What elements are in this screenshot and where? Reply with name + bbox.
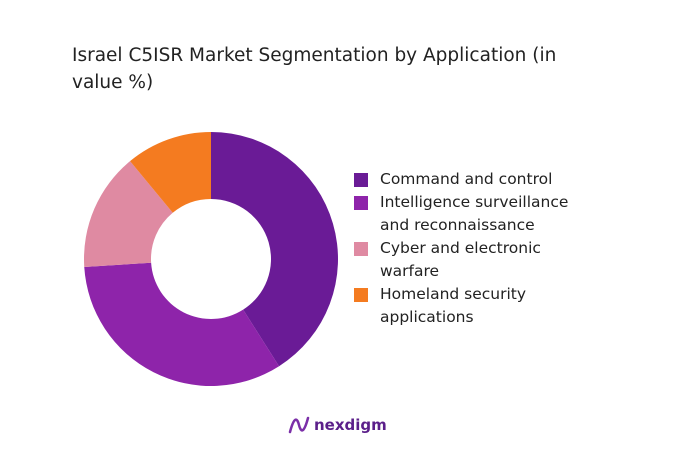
donut-segment <box>211 132 338 367</box>
legend-swatch <box>354 196 368 210</box>
chart-title: Israel C5ISR Market Segmentation by Appl… <box>72 45 557 93</box>
legend-item: Cyber and electronic warfare <box>352 237 602 283</box>
legend-label: Cyber and electronic warfare <box>380 239 541 280</box>
donut-segment <box>130 132 211 213</box>
legend-label: Intelligence surveillance and reconnaiss… <box>380 193 569 234</box>
legend-label: Command and control <box>380 170 553 188</box>
legend-swatch <box>354 173 368 187</box>
legend-label: Homeland security applications <box>380 285 527 326</box>
logo-text: nexdigm <box>314 416 387 434</box>
donut-segment <box>84 262 280 386</box>
legend-swatch <box>354 288 368 302</box>
legend-swatch <box>354 242 368 256</box>
legend-item: Homeland security applications <box>352 283 602 329</box>
legend: Command and control Intelligence surveill… <box>352 168 602 329</box>
legend-item: Intelligence surveillance and reconnaiss… <box>352 191 602 237</box>
donut-segment <box>84 161 173 267</box>
logo-icon <box>288 416 310 434</box>
logo: nexdigm <box>288 415 387 435</box>
legend-item: Command and control <box>352 168 602 191</box>
